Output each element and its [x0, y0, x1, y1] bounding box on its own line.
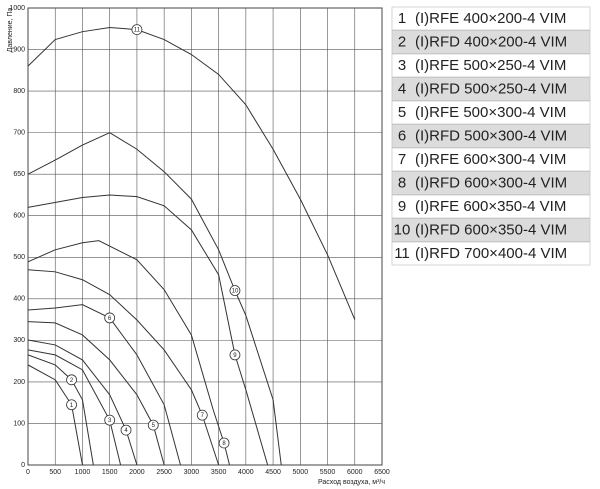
y-tick-label: 1000 [9, 5, 25, 12]
y-tick-label: 600 [13, 213, 25, 220]
legend-number: 6 [398, 127, 406, 144]
fan-curve [27, 240, 230, 466]
x-tick-label: 1500 [102, 469, 118, 476]
legend-number: 9 [398, 198, 406, 215]
curve-marker-label: 1 [70, 403, 74, 409]
y-tick-label: 700 [13, 129, 25, 136]
y-tick-label: 0 [21, 462, 25, 469]
curve-marker-label: 4 [124, 428, 128, 434]
x-tick-label: 2000 [129, 469, 145, 476]
curve-marker [104, 414, 116, 426]
legend-row [391, 77, 591, 101]
y-axis-label: Давление, Па [7, 8, 14, 53]
y-tick-label: 500 [13, 254, 25, 261]
x-tick-label: 5000 [293, 469, 309, 476]
legend-row [391, 30, 591, 54]
curve-marker [196, 409, 208, 421]
curve-marker [66, 374, 77, 386]
legend-name: (I)RFD 500×250-4 VIM [415, 80, 567, 97]
fan-curve [27, 269, 220, 466]
x-tick-label: 4000 [238, 469, 254, 476]
legend-number: 3 [398, 57, 406, 74]
curve-marker [120, 424, 132, 436]
y-tick-label: 100 [13, 420, 25, 427]
curve-marker [229, 285, 241, 296]
legend-row [391, 100, 591, 125]
fan-curve [27, 132, 282, 466]
curve-marker [66, 399, 77, 411]
curve-marker-label: 8 [222, 441, 226, 447]
legend-name: (I)RFE 600×300-4 VIM [415, 151, 566, 168]
x-tick-label: 5500 [320, 469, 336, 476]
fan-curve [27, 194, 269, 466]
curve-marker-label: 11 [134, 28, 141, 34]
y-tick-label: 800 [13, 88, 25, 95]
legend-name: (I)RFE 500×300-4 VIM [415, 104, 566, 121]
y-tick-label: 650 [13, 171, 25, 178]
x-tick-label: 6500 [374, 469, 390, 476]
legend-number: 10 [394, 221, 411, 238]
fan-curve [27, 321, 165, 466]
legend-number: 5 [398, 104, 406, 121]
curve-marker [147, 419, 159, 431]
legend-row [391, 147, 591, 172]
curve-marker-label: 6 [108, 316, 112, 322]
y-tick-label: 900 [13, 46, 25, 53]
x-tick-label: 4500 [265, 469, 281, 476]
legend-name: (I)RFE 400×200-4 VIM [415, 10, 566, 27]
legend-name: (I)RFD 500×300-4 VIM [415, 127, 567, 144]
legend-number: 8 [398, 174, 406, 191]
y-tick-label: 200 [13, 379, 25, 386]
curve-marker [218, 437, 230, 449]
x-tick-label: 500 [49, 469, 61, 476]
curve-marker [131, 24, 143, 36]
legend-number: 1 [398, 10, 406, 27]
legend-number: 4 [398, 80, 406, 97]
legend-row [391, 194, 591, 219]
legend-number: 2 [398, 33, 406, 50]
legend-number: 7 [398, 151, 406, 168]
x-tick-label: 6000 [347, 469, 363, 476]
curve-marker-label: 9 [233, 353, 237, 359]
curve-marker [104, 312, 116, 324]
legend-row [391, 124, 591, 148]
curve-marker-label: 7 [201, 413, 205, 419]
x-axis-label: Расход воздуха, м³/ч [318, 479, 385, 486]
legend-row [391, 218, 591, 242]
legend-row [391, 241, 591, 266]
legend-name: (I)RFD 600×350-4 VIM [415, 221, 567, 238]
x-tick-label: 2500 [156, 469, 172, 476]
x-tick-label: 1000 [75, 469, 91, 476]
legend-row [391, 53, 591, 78]
x-tick-label: 0 [26, 469, 30, 476]
x-tick-label: 3000 [184, 469, 200, 476]
fan-curve [27, 364, 83, 466]
curve-marker-label: 10 [232, 289, 239, 295]
fan-curve [27, 339, 138, 466]
fan-curve [27, 27, 356, 320]
curve-marker-label: 3 [108, 418, 112, 424]
legend-name: (I)RFE 500×250-4 VIM [415, 57, 566, 74]
curve-marker [229, 349, 241, 361]
legend-row [391, 171, 591, 195]
legend-name: (I)RFD 700×400-4 VIM [415, 245, 567, 262]
curve-marker-label: 2 [70, 378, 74, 384]
y-tick-label: 400 [13, 296, 25, 303]
legend-row [391, 6, 591, 31]
y-tick-label: 300 [13, 337, 25, 344]
legend-number: 11 [394, 245, 410, 262]
legend-name: (I)RFE 600×350-4 VIM [415, 198, 566, 215]
x-tick-label: 3500 [211, 469, 227, 476]
legend-name: (I)RFD 400×200-4 VIM [415, 33, 567, 50]
legend-name: (I)RFD 600×300-4 VIM [415, 174, 567, 191]
curve-marker-label: 5 [152, 423, 156, 429]
fan-curve [27, 349, 122, 466]
